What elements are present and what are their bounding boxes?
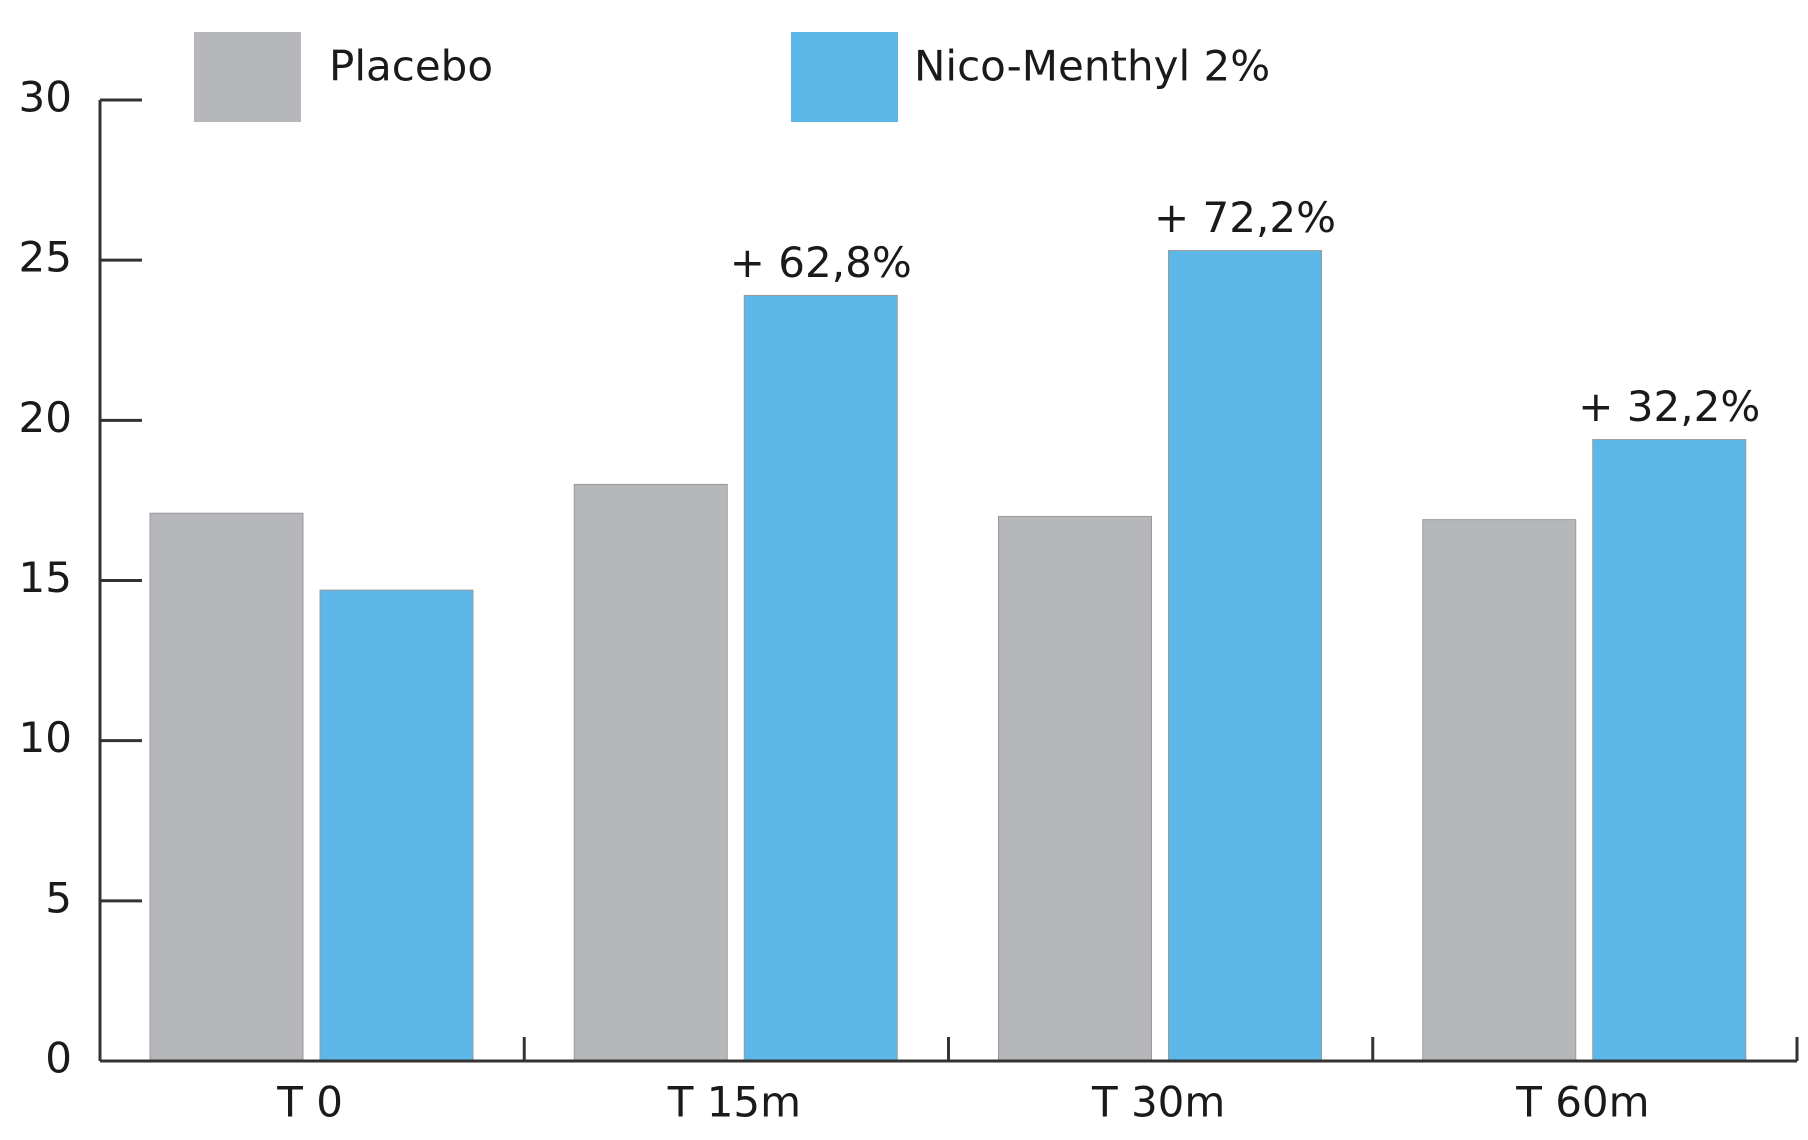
annotation: + 32,2% — [1578, 382, 1760, 431]
y-tick-label: 30 — [19, 73, 72, 122]
x-tick-label: T 30m — [1091, 1078, 1225, 1127]
legend-label: Placebo — [329, 42, 493, 91]
y-tick-label: 15 — [19, 553, 72, 602]
y-tick-label: 10 — [19, 713, 72, 762]
legend-swatch — [194, 32, 301, 122]
x-tick-label: T 0 — [276, 1078, 343, 1127]
y-tick-label: 25 — [19, 233, 72, 282]
bar — [998, 515, 1152, 1062]
y-tick-label: 0 — [45, 1034, 72, 1083]
annotation: + 72,2% — [1154, 193, 1336, 242]
annotation: + 62,8% — [730, 238, 912, 287]
bar — [319, 589, 474, 1062]
bar — [1592, 439, 1747, 1062]
y-tick-label: 5 — [45, 873, 72, 922]
bar — [743, 294, 898, 1062]
bar — [1168, 250, 1322, 1062]
y-tick-label: 20 — [19, 393, 72, 442]
bar — [1422, 519, 1577, 1062]
x-tick-label: T 60m — [1515, 1078, 1649, 1127]
bar — [573, 483, 728, 1062]
legend-swatch — [791, 32, 898, 122]
legend-label: Nico-Menthyl 2% — [914, 42, 1270, 91]
bar — [149, 512, 304, 1062]
x-tick-label: T 15m — [667, 1078, 801, 1127]
